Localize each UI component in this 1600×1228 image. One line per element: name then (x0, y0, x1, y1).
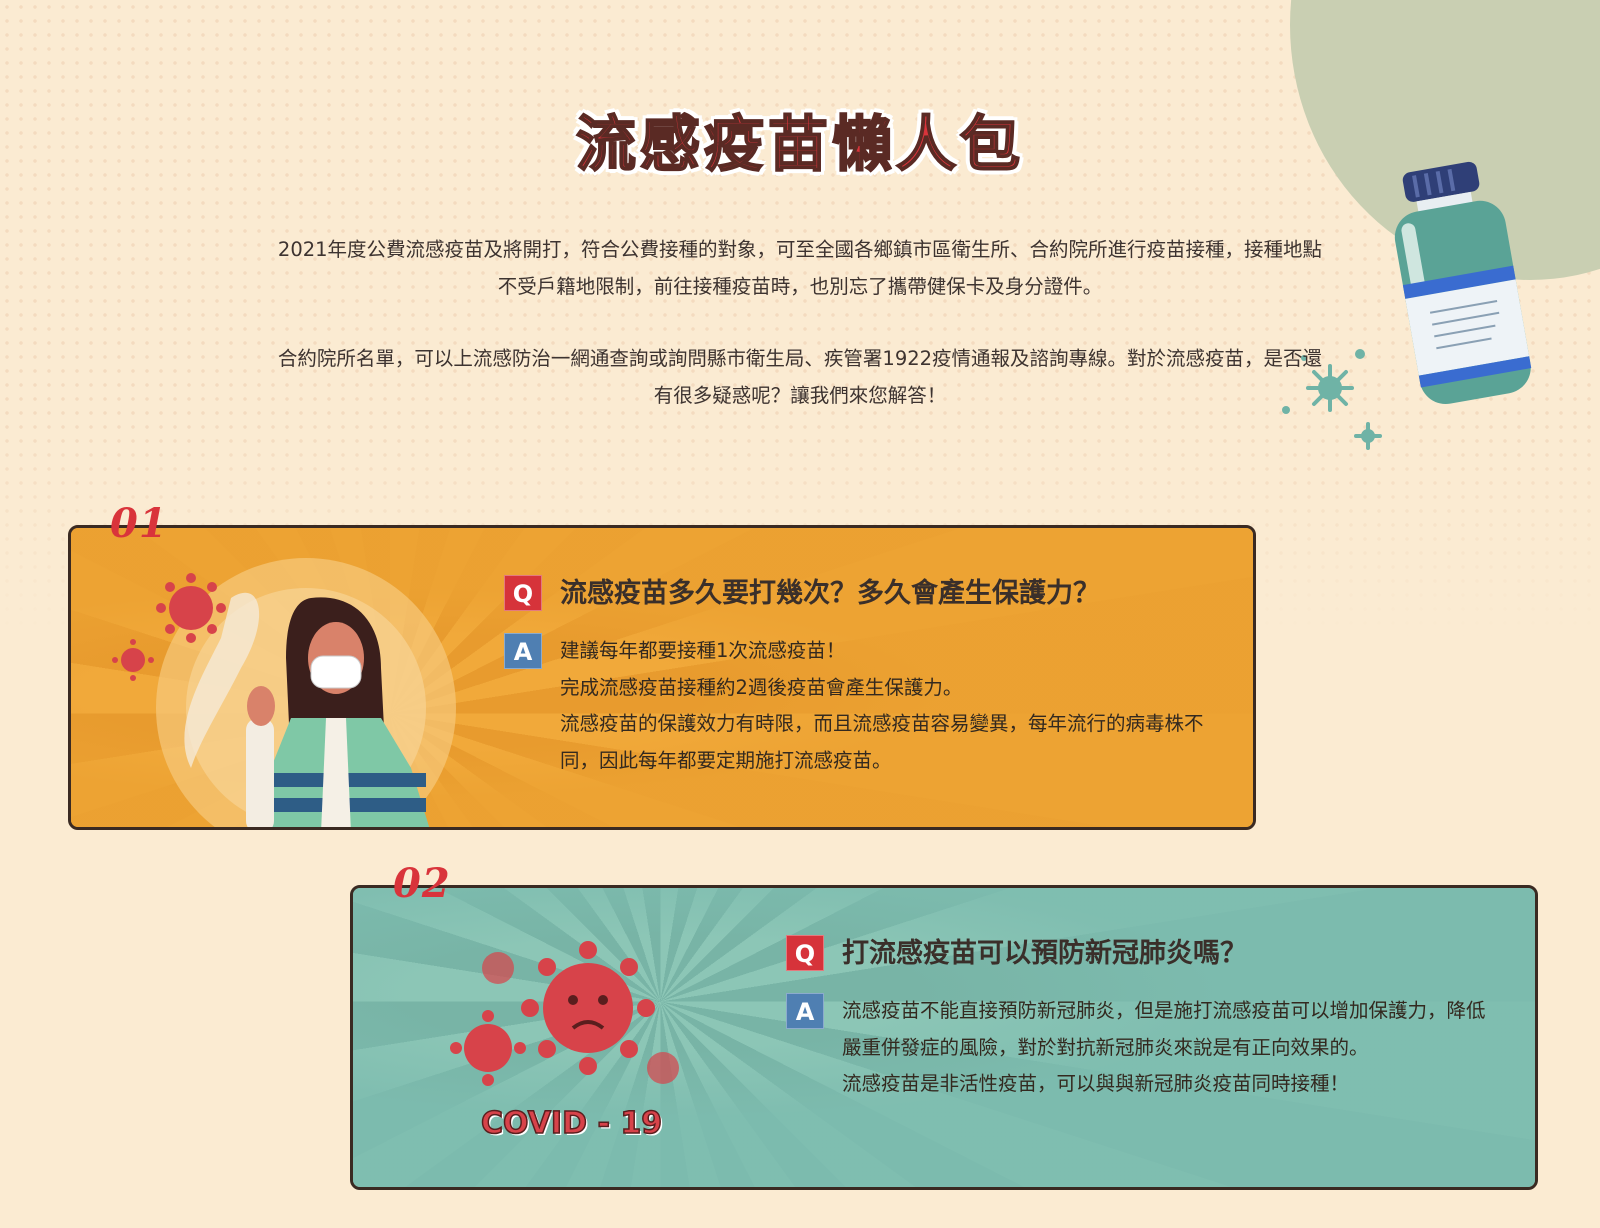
intro-paragraph-2: 合約院所名單，可以上流感防治一網通查詢或詢問縣市衛生局、疾管署1922疫情通報及… (277, 347, 1323, 407)
card-number-2: 02 (393, 860, 451, 907)
qa-card-1 (68, 525, 1256, 830)
answer-row: A 流感疫苗不能直接預防新冠肺炎，但是施打流感疫苗可以增加保護力，降低嚴重併發症… (786, 993, 1486, 1103)
card-2-sunburst (353, 888, 1535, 1187)
answer-line: 完成流感疫苗接種約2週後疫苗會產生保護力。 (560, 675, 963, 699)
qa-block-2: Q 打流感疫苗可以預防新冠肺炎嗎？ A 流感疫苗不能直接預防新冠肺炎，但是施打流… (786, 935, 1486, 1103)
answer-line: 流感疫苗的保護效力有時限，而且流感疫苗容易變異，每年流行的病毒株不同，因此每年都… (560, 712, 1204, 772)
virus-icon (112, 573, 226, 681)
answer-line: 建議每年都要接種1次流感疫苗！ (560, 639, 846, 662)
vaccine-bottle-icon (1394, 161, 1532, 405)
qa-card-2: COVID - 19 (350, 885, 1538, 1190)
a-badge: A (504, 633, 542, 669)
covid-virus-illustration (450, 941, 679, 1086)
question-text: 流感疫苗多久要打幾次？多久會產生保護力？ (560, 578, 1100, 609)
answer-line: 流感疫苗不能直接預防新冠肺炎，但是施打流感疫苗可以增加保護力，降低嚴重併發症的風… (842, 999, 1486, 1059)
question-row: Q 打流感疫苗可以預防新冠肺炎嗎？ (786, 935, 1486, 973)
answer-text: 流感疫苗不能直接預防新冠肺炎，但是施打流感疫苗可以增加保護力，降低嚴重併發症的風… (842, 993, 1486, 1103)
a-badge: A (786, 993, 824, 1029)
answer-row: A 建議每年都要接種1次流感疫苗！ 完成流感疫苗接種約2週後疫苗會產生保護力。 … (504, 633, 1204, 779)
virus-spark-icon (1282, 349, 1382, 450)
page-title: 流感疫苗懶人包 (575, 109, 1024, 181)
masked-person-illustration (156, 558, 456, 827)
card-number-1: 01 (110, 500, 168, 547)
covid-label: COVID - 19 (480, 1105, 663, 1142)
answer-line: 流感疫苗是非活性疫苗，可以與與新冠肺炎疫苗同時接種！ (842, 1072, 1350, 1095)
question-text: 打流感疫苗可以預防新冠肺炎嗎？ (842, 938, 1247, 969)
q-badge: Q (504, 575, 542, 611)
intro-text: 2021年度公費流感疫苗及將開打，符合公費接種的對象，可至全國各鄉鎮市區衛生所、… (270, 232, 1330, 414)
answer-text: 建議每年都要接種1次流感疫苗！ 完成流感疫苗接種約2週後疫苗會產生保護力。 流感… (560, 633, 1204, 779)
intro-paragraph-1: 2021年度公費流感疫苗及將開打，符合公費接種的對象，可至全國各鄉鎮市區衛生所、… (277, 238, 1323, 298)
q-badge: Q (786, 935, 824, 971)
qa-block-1: Q 流感疫苗多久要打幾次？多久會產生保護力？ A 建議每年都要接種1次流感疫苗！… (504, 575, 1204, 779)
question-row: Q 流感疫苗多久要打幾次？多久會產生保護力？ (504, 575, 1204, 613)
